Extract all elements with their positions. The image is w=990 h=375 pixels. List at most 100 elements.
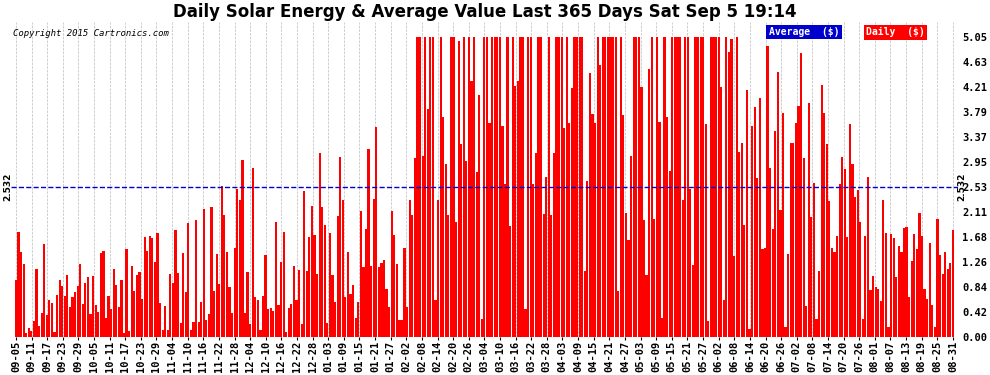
Bar <box>352 285 354 337</box>
Bar <box>499 37 501 337</box>
Bar <box>332 274 334 337</box>
Bar <box>887 327 890 337</box>
Bar <box>49 300 50 337</box>
Bar <box>95 305 97 337</box>
Bar <box>174 230 176 337</box>
Bar <box>805 306 807 337</box>
Bar <box>237 189 239 337</box>
Bar <box>316 274 318 337</box>
Bar <box>282 232 285 337</box>
Bar <box>509 226 511 337</box>
Bar <box>224 215 226 337</box>
Bar <box>697 37 699 337</box>
Bar <box>584 271 586 337</box>
Bar <box>710 37 712 337</box>
Bar <box>547 37 549 337</box>
Bar <box>939 255 941 337</box>
Bar <box>144 237 146 337</box>
Bar <box>713 37 715 337</box>
Bar <box>161 330 163 337</box>
Bar <box>280 262 282 337</box>
Bar <box>607 37 609 337</box>
Bar <box>771 228 774 337</box>
Bar <box>190 330 192 337</box>
Bar <box>893 238 895 337</box>
Bar <box>661 318 663 337</box>
Bar <box>594 123 596 337</box>
Bar <box>468 37 470 337</box>
Bar <box>687 37 689 337</box>
Bar <box>247 272 248 337</box>
Bar <box>885 233 887 337</box>
Bar <box>628 240 630 337</box>
Bar <box>411 215 414 337</box>
Bar <box>702 37 704 337</box>
Bar <box>23 264 25 337</box>
Text: Daily  ($): Daily ($) <box>866 27 925 37</box>
Bar <box>643 220 645 337</box>
Bar <box>58 280 60 337</box>
Text: Average  ($): Average ($) <box>768 27 840 37</box>
Bar <box>937 219 939 337</box>
Bar <box>604 37 607 337</box>
Bar <box>946 269 948 337</box>
Bar <box>911 261 913 337</box>
Bar <box>417 37 419 337</box>
Bar <box>848 124 851 337</box>
Bar <box>877 289 879 337</box>
Bar <box>375 127 377 337</box>
Bar <box>555 37 557 337</box>
Bar <box>653 219 655 337</box>
Bar <box>285 332 287 337</box>
Bar <box>872 276 874 337</box>
Bar <box>185 292 187 337</box>
Bar <box>50 303 53 337</box>
Bar <box>147 251 148 337</box>
Bar <box>924 289 926 337</box>
Bar <box>756 178 758 337</box>
Bar <box>808 103 810 337</box>
Bar <box>728 52 730 337</box>
Bar <box>301 324 303 337</box>
Bar <box>692 265 694 337</box>
Bar <box>419 37 421 337</box>
Bar <box>550 215 552 337</box>
Bar <box>422 156 424 337</box>
Bar <box>792 143 794 337</box>
Bar <box>769 168 771 337</box>
Bar <box>269 308 272 337</box>
Bar <box>867 177 869 337</box>
Bar <box>854 196 856 337</box>
Bar <box>496 37 498 337</box>
Bar <box>435 300 437 337</box>
Bar <box>731 39 733 337</box>
Bar <box>787 254 789 337</box>
Bar <box>751 126 753 337</box>
Bar <box>846 237 848 337</box>
Bar <box>684 37 686 337</box>
Bar <box>864 236 866 337</box>
Bar <box>367 149 369 337</box>
Bar <box>134 291 136 337</box>
Bar <box>736 37 738 337</box>
Bar <box>414 158 416 337</box>
Bar <box>105 318 107 337</box>
Bar <box>393 235 395 337</box>
Bar <box>15 280 17 337</box>
Bar <box>288 308 290 337</box>
Bar <box>82 303 84 337</box>
Bar <box>745 90 748 337</box>
Bar <box>681 200 684 337</box>
Bar <box>900 252 903 337</box>
Bar <box>18 232 20 337</box>
Bar <box>319 153 321 337</box>
Bar <box>113 268 115 337</box>
Bar <box>761 249 763 337</box>
Bar <box>612 37 614 337</box>
Bar <box>826 144 828 337</box>
Bar <box>483 37 485 337</box>
Bar <box>156 233 158 337</box>
Bar <box>33 321 35 337</box>
Bar <box>208 314 210 337</box>
Bar <box>349 294 351 337</box>
